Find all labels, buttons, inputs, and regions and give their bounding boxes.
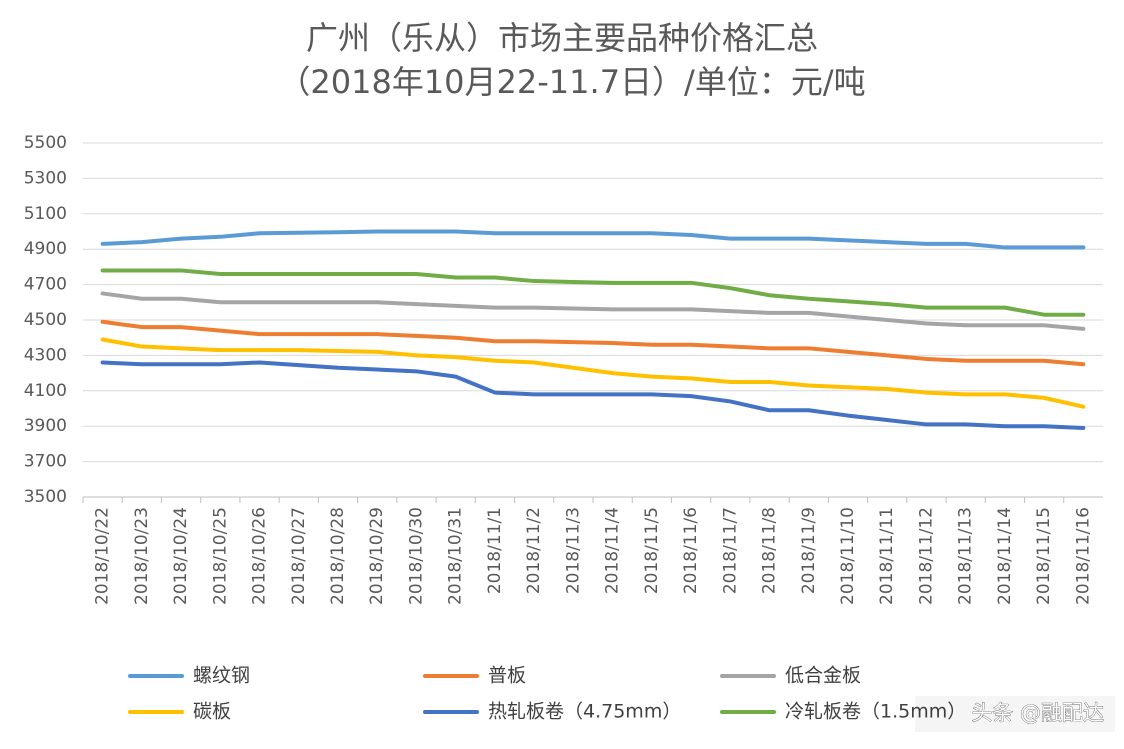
x-tick-label: 2018/11/15 — [1034, 507, 1054, 605]
x-tick-label: 2018/10/30 — [406, 507, 426, 605]
x-tick-label: 2018/10/29 — [367, 507, 387, 605]
series-line — [100, 360, 1086, 430]
y-tick-label: 3700 — [24, 452, 67, 472]
x-tick-label: 2018/11/7 — [720, 507, 740, 594]
watermark: 头条 @融配达 — [971, 701, 1104, 725]
y-tick-label: 5100 — [24, 204, 67, 224]
x-tick-label: 2018/11/13 — [956, 507, 976, 605]
x-tick-label: 2018/10/22 — [93, 507, 113, 605]
series-line — [100, 319, 1086, 367]
x-tick-label: 2018/10/25 — [210, 507, 230, 605]
chart-subtitle: （2018年10月22-11.7日）/单位：元/吨 — [278, 63, 865, 101]
x-tick-label: 2018/11/8 — [760, 507, 780, 594]
x-tick-label: 2018/11/9 — [799, 507, 819, 594]
x-tick-label: 2018/10/31 — [446, 507, 466, 605]
series-line — [100, 229, 1086, 250]
series-line — [100, 268, 1086, 317]
x-tick-label: 2018/11/12 — [916, 507, 936, 605]
series-line — [100, 291, 1086, 331]
series-line — [100, 337, 1086, 409]
x-tick-label: 2018/11/10 — [838, 507, 858, 605]
y-tick-label: 4100 — [24, 381, 67, 401]
y-tick-label: 5500 — [24, 133, 67, 153]
legend-label: 螺纹钢 — [193, 665, 250, 687]
x-tick-label: 2018/10/24 — [171, 507, 191, 605]
chart-title: 广州（乐从）市场主要品种价格汇总 — [306, 19, 818, 57]
x-tick-label: 2018/11/6 — [681, 507, 701, 594]
watermark-bg — [915, 696, 1115, 732]
x-tick-label: 2018/10/28 — [328, 507, 348, 605]
x-tick-label: 2018/11/1 — [485, 507, 505, 594]
y-tick-label: 3500 — [24, 487, 67, 507]
y-tick-label: 5300 — [24, 168, 67, 188]
x-tick-label: 2018/11/4 — [603, 507, 623, 594]
x-tick-label: 2018/11/11 — [877, 507, 897, 605]
x-tick-label: 2018/11/2 — [524, 507, 544, 594]
legend-label: 冷轧板卷（1.5mm） — [785, 701, 966, 723]
legend-label: 碳板 — [193, 701, 231, 723]
y-tick-label: 4700 — [24, 275, 67, 295]
x-tick-label: 2018/11/5 — [642, 507, 662, 594]
x-tick-label: 2018/10/23 — [132, 507, 152, 605]
x-tick-label: 2018/10/27 — [289, 507, 309, 605]
legend-label: 普板 — [488, 665, 526, 687]
y-tick-label: 3900 — [24, 416, 67, 436]
x-tick-label: 2018/11/3 — [563, 507, 583, 594]
y-tick-label: 4300 — [24, 345, 67, 365]
x-tick-label: 2018/11/14 — [995, 507, 1015, 605]
x-tick-label: 2018/11/16 — [1073, 507, 1093, 605]
y-tick-label: 4900 — [24, 239, 67, 259]
legend-label: 低合金板 — [785, 665, 861, 687]
legend-label: 热轧板卷（4.75mm） — [488, 701, 681, 723]
x-tick-label: 2018/10/26 — [250, 507, 270, 605]
y-tick-label: 4500 — [24, 310, 67, 330]
